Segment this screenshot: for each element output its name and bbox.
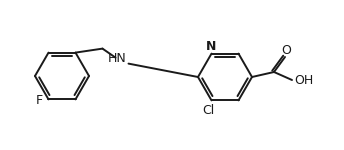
Text: O: O [281, 44, 291, 57]
Text: OH: OH [294, 75, 314, 87]
Text: Cl: Cl [202, 104, 215, 117]
Text: F: F [36, 94, 43, 107]
Text: HN: HN [108, 52, 127, 65]
Text: N: N [206, 40, 217, 53]
